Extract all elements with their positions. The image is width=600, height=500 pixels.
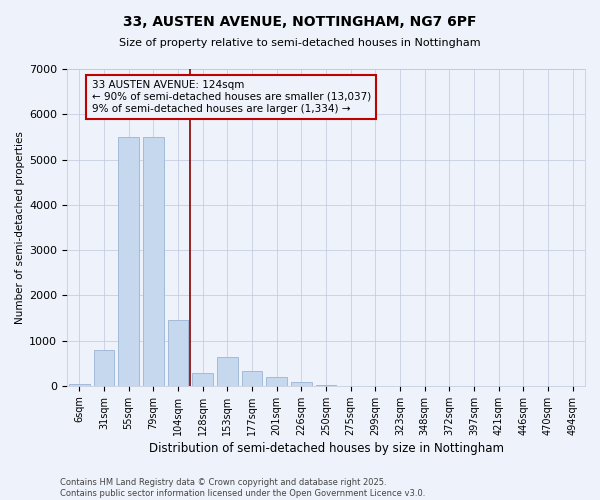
Bar (94, 350, 115, 386)
Bar (192, 373, 213, 386)
Text: 33 AUSTEN AVENUE: 124sqm
← 90% of semi-detached houses are smaller (13,037)
9% o: 33 AUSTEN AVENUE: 124sqm ← 90% of semi-d… (92, 80, 371, 114)
Bar (217, 357, 238, 386)
Bar (242, 371, 262, 386)
Text: 33, AUSTEN AVENUE, NOTTINGHAM, NG7 6PF: 33, AUSTEN AVENUE, NOTTINGHAM, NG7 6PF (123, 15, 477, 29)
X-axis label: Distribution of semi-detached houses by size in Nottingham: Distribution of semi-detached houses by … (149, 442, 503, 455)
Bar (316, 385, 337, 386)
Bar (167, 320, 188, 386)
Bar (143, 137, 164, 386)
Bar (266, 377, 287, 386)
Bar (291, 382, 312, 386)
Text: Size of property relative to semi-detached houses in Nottingham: Size of property relative to semi-detach… (119, 38, 481, 48)
Bar (69, 384, 90, 386)
Bar (118, 137, 139, 386)
Text: Contains HM Land Registry data © Crown copyright and database right 2025.
Contai: Contains HM Land Registry data © Crown c… (60, 478, 425, 498)
Y-axis label: Number of semi-detached properties: Number of semi-detached properties (15, 131, 25, 324)
